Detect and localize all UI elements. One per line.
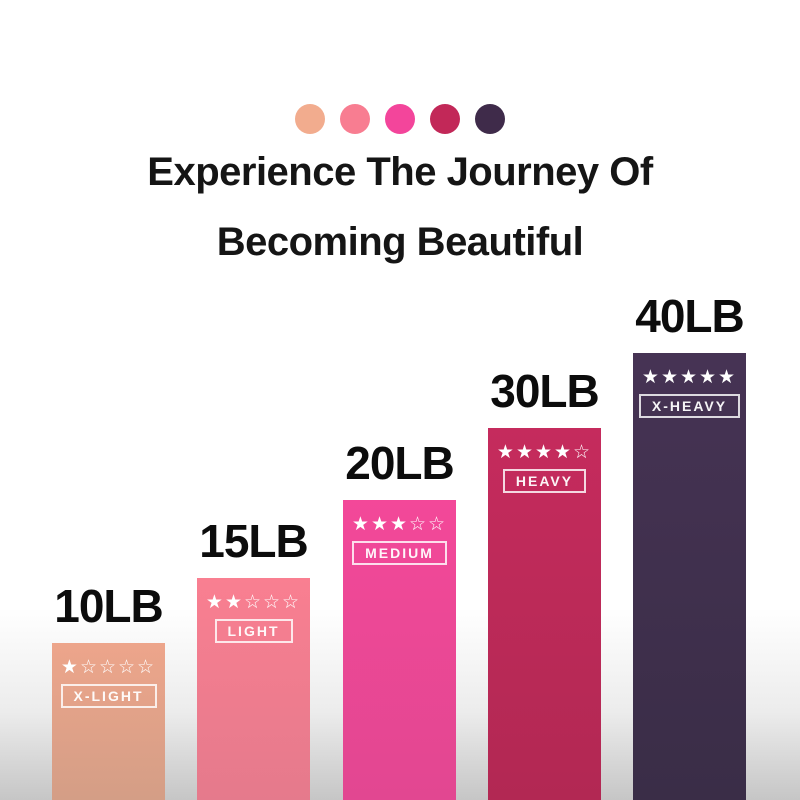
resistance-label: LIGHT	[214, 619, 293, 643]
dot-light-swatch-icon	[340, 104, 370, 134]
bar-10lb: 10LB ★☆☆☆☆ X-LIGHT	[52, 580, 165, 800]
color-dots-row	[0, 104, 800, 134]
resistance-label: HEAVY	[502, 469, 587, 493]
page-title-line1: Experience The Journey Of	[147, 150, 653, 194]
resistance-label: X-LIGHT	[60, 684, 157, 708]
dot-x-light-swatch-icon	[295, 104, 325, 134]
star-rating-icon: ★★★★★	[641, 367, 738, 388]
resistance-label: MEDIUM	[352, 541, 447, 565]
star-rating-icon: ★☆☆☆☆	[60, 657, 157, 678]
bar-40lb: 40LB ★★★★★ X-HEAVY	[633, 290, 746, 800]
bar-30lb: 30LB ★★★★☆ HEAVY	[488, 365, 601, 800]
dot-heavy-swatch-icon	[430, 104, 460, 134]
bar-weight-label: 15LB	[199, 515, 308, 567]
star-rating-icon: ★★★☆☆	[351, 514, 448, 535]
dot-medium-swatch-icon	[385, 104, 415, 134]
star-rating-icon: ★★★★☆	[496, 442, 593, 463]
bar-weight-label: 40LB	[635, 290, 744, 342]
bar-weight-label: 30LB	[490, 365, 599, 417]
dot-x-heavy-swatch-icon	[475, 104, 505, 134]
bar-20lb: 20LB ★★★☆☆ MEDIUM	[343, 437, 456, 800]
bar-15lb: 15LB ★★☆☆☆ LIGHT	[197, 515, 310, 800]
page-title-line2: Becoming Beautiful	[216, 220, 584, 264]
bar-weight-label: 10LB	[54, 580, 163, 632]
star-rating-icon: ★★☆☆☆	[205, 592, 302, 613]
bar-weight-label: 20LB	[345, 437, 454, 489]
resistance-label: X-HEAVY	[638, 394, 741, 418]
